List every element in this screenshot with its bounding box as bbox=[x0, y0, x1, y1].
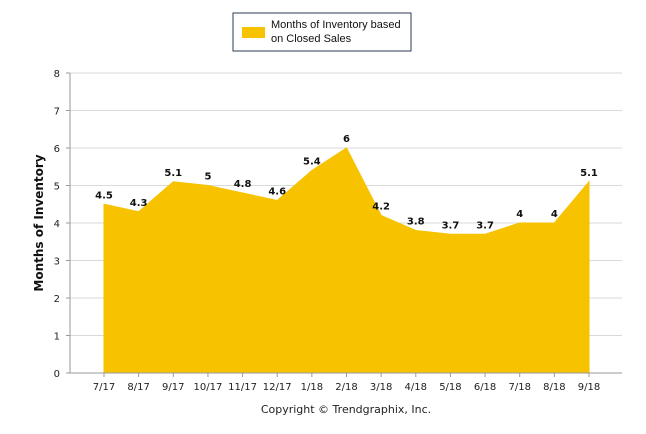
y-tick-labels: 0 1 2 3 4 5 6 7 8 bbox=[54, 69, 60, 380]
x-tick-label: 9/18 bbox=[578, 382, 600, 393]
data-label: 4 bbox=[551, 209, 558, 220]
x-tick-label: 11/17 bbox=[228, 382, 257, 393]
y-tick-label: 7 bbox=[54, 107, 60, 118]
copyright-footer: Copyright © Trendgraphix, Inc. bbox=[261, 403, 431, 416]
data-label: 4.2 bbox=[372, 202, 390, 213]
data-label: 3.7 bbox=[442, 220, 460, 231]
series-area bbox=[103, 147, 590, 374]
y-tick-label: 2 bbox=[54, 294, 60, 305]
x-tick-label: 8/17 bbox=[127, 382, 149, 393]
data-label: 4.6 bbox=[268, 187, 286, 198]
x-tick-label: 7/18 bbox=[508, 382, 530, 393]
data-label: 6 bbox=[343, 134, 350, 145]
x-tick-label: 7/17 bbox=[93, 382, 115, 393]
x-tick-label: 5/18 bbox=[439, 382, 461, 393]
x-tick-label: 12/17 bbox=[263, 382, 292, 393]
legend: Months of Inventory based on Closed Sale… bbox=[232, 12, 412, 52]
data-label: 3.8 bbox=[407, 217, 425, 228]
data-label: 4.3 bbox=[130, 198, 148, 209]
data-label: 5.4 bbox=[303, 157, 321, 168]
y-tick-label: 5 bbox=[54, 182, 60, 193]
y-tick-label: 0 bbox=[54, 369, 60, 380]
data-label: 4.5 bbox=[95, 190, 113, 201]
plot-area bbox=[103, 147, 590, 374]
data-labels: 4.5 4.3 5.1 5 4.8 4.6 5.4 6 4.2 3.8 3.7 3.7 4 4 5.1 bbox=[95, 134, 598, 231]
y-tick-label: 3 bbox=[54, 257, 60, 268]
data-label: 4 bbox=[516, 209, 523, 220]
x-tick-label: 10/17 bbox=[194, 382, 223, 393]
data-label: 3.7 bbox=[476, 220, 494, 231]
x-tick-label: 1/18 bbox=[301, 382, 323, 393]
x-tick-label: 9/17 bbox=[162, 382, 184, 393]
x-tick-label: 2/18 bbox=[335, 382, 357, 393]
x-tick-label: 8/18 bbox=[543, 382, 565, 393]
data-label: 5.1 bbox=[580, 168, 598, 179]
legend-swatch bbox=[242, 27, 265, 38]
data-label: 4.8 bbox=[234, 179, 252, 190]
y-tick-label: 1 bbox=[54, 332, 60, 343]
data-label: 5.1 bbox=[164, 168, 182, 179]
y-tick-label: 8 bbox=[54, 69, 60, 80]
x-tick-label: 3/18 bbox=[370, 382, 392, 393]
y-tick-label: 4 bbox=[54, 219, 60, 230]
x-tick-label: 6/18 bbox=[474, 382, 496, 393]
x-tick-labels: 7/17 8/17 9/17 10/17 11/17 12/17 1/18 2/18 3/18 4… bbox=[93, 373, 600, 393]
legend-label-line-1: Months of Inventory based bbox=[271, 19, 401, 31]
y-axis-title: Months of Inventory bbox=[32, 154, 46, 291]
legend-label-line-2: on Closed Sales bbox=[271, 33, 352, 45]
x-tick-label: 4/18 bbox=[405, 382, 427, 393]
data-label: 5 bbox=[204, 172, 211, 183]
y-tick-label: 6 bbox=[54, 144, 60, 155]
